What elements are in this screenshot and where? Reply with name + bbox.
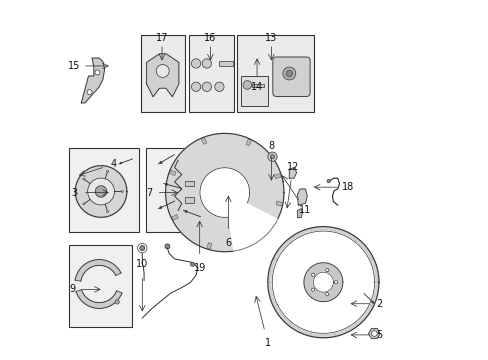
Circle shape [115,300,119,304]
FancyBboxPatch shape [272,57,309,96]
Text: 6: 6 [225,238,231,248]
Polygon shape [368,329,379,338]
Text: 9: 9 [69,284,75,294]
Circle shape [325,293,328,296]
Circle shape [311,273,314,276]
Circle shape [164,244,169,249]
Circle shape [214,82,224,91]
Bar [245,139,251,146]
Polygon shape [224,193,277,251]
Circle shape [202,82,211,91]
Text: 5: 5 [375,330,381,340]
Circle shape [87,90,92,95]
Circle shape [83,203,85,205]
Circle shape [140,246,144,251]
Text: 3: 3 [71,188,77,198]
Text: 14: 14 [250,82,263,92]
Circle shape [334,281,337,284]
Bar [276,201,282,206]
Bar [69,148,139,232]
Bar [145,148,201,232]
Circle shape [285,70,292,77]
Polygon shape [200,168,249,217]
Bar [184,197,193,203]
Bar [219,61,233,66]
Circle shape [106,211,108,213]
Circle shape [311,288,314,291]
Circle shape [190,262,194,266]
Bar [206,243,211,249]
Circle shape [137,243,147,253]
Circle shape [371,330,376,336]
Bar [69,244,131,327]
Bar [237,35,314,112]
Circle shape [282,67,295,80]
Circle shape [95,70,100,75]
Bar [201,138,206,144]
Bar [250,237,256,243]
Text: 19: 19 [193,263,205,273]
Text: 15: 15 [68,61,80,71]
Bar [140,35,185,112]
Polygon shape [313,272,333,292]
Text: 16: 16 [204,33,216,43]
Text: 10: 10 [136,259,148,269]
Bar [274,174,281,179]
Circle shape [83,178,85,180]
Circle shape [243,81,251,89]
Circle shape [202,59,211,68]
Bar [188,35,233,112]
Circle shape [121,190,123,193]
Polygon shape [76,290,122,309]
Polygon shape [75,166,126,217]
Text: 2: 2 [375,299,381,309]
Text: 12: 12 [286,162,299,172]
Polygon shape [289,167,296,178]
Polygon shape [146,54,179,97]
Bar [252,84,264,87]
Bar [171,215,178,220]
Text: 7: 7 [146,188,152,198]
Circle shape [191,82,201,91]
Polygon shape [75,260,121,281]
Circle shape [267,152,277,161]
Polygon shape [95,186,106,197]
Circle shape [156,64,169,77]
Circle shape [270,154,274,159]
Circle shape [106,170,108,172]
Polygon shape [81,58,104,103]
Polygon shape [272,231,374,333]
Circle shape [326,179,330,183]
Polygon shape [297,189,306,205]
Text: 1: 1 [264,338,270,348]
Bar [241,76,267,107]
Text: 13: 13 [264,33,277,43]
Bar [169,170,176,176]
Polygon shape [304,263,342,302]
Circle shape [191,59,201,68]
Polygon shape [297,209,302,218]
Polygon shape [165,134,284,252]
Circle shape [325,269,328,272]
Bar [184,181,193,186]
Text: 11: 11 [299,206,311,216]
Polygon shape [267,227,378,338]
Polygon shape [87,178,114,205]
Text: 4: 4 [110,159,117,169]
Text: 8: 8 [268,141,274,151]
Text: 17: 17 [156,33,168,43]
Text: 18: 18 [342,182,354,192]
